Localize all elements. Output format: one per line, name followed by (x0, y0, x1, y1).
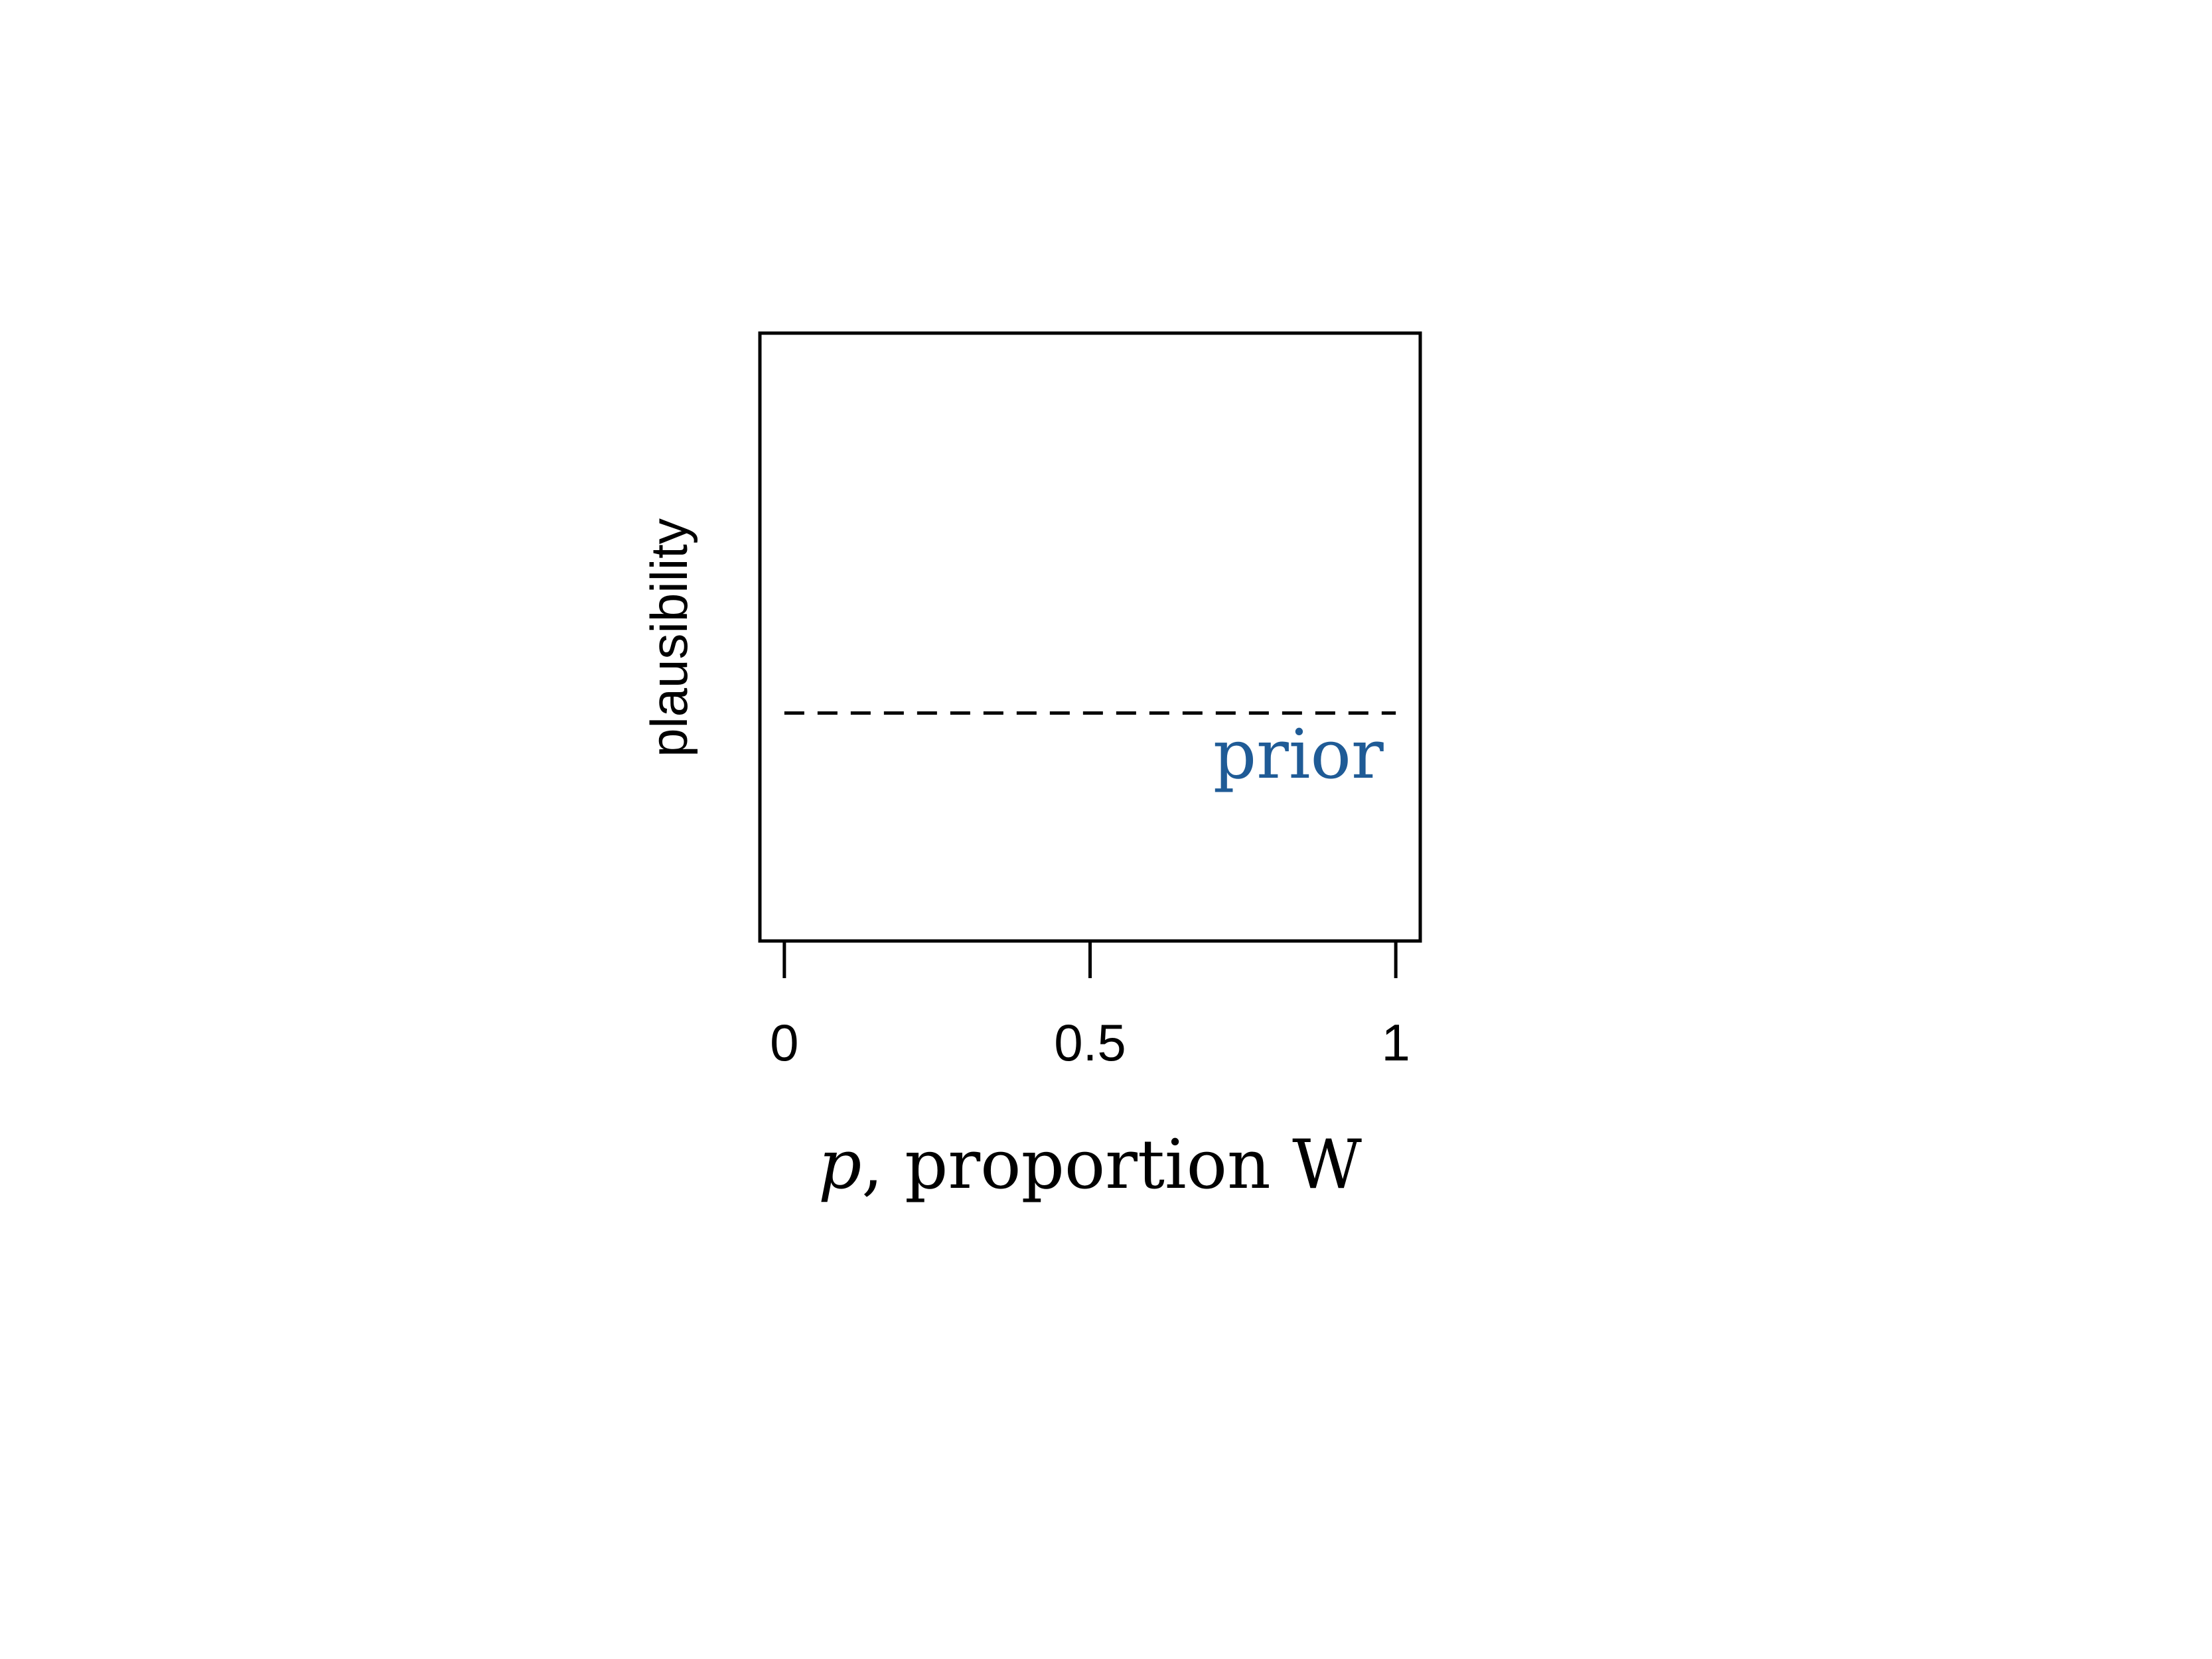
x-axis: 0 0.5 1 (770, 941, 1410, 1072)
x-axis-title-symbol: p (818, 1125, 861, 1204)
x-tick-label: 0 (770, 1013, 798, 1072)
x-tick-label: 1 (1381, 1013, 1410, 1072)
series-label-prior: prior (1213, 715, 1384, 794)
x-axis-title: p, proportion W (818, 1125, 1362, 1204)
annotation-layer: prior (1213, 715, 1384, 794)
x-axis-title-text: , proportion W (861, 1125, 1362, 1204)
plot-frame (758, 331, 1422, 943)
x-tick-label: 0.5 (1054, 1013, 1126, 1072)
y-axis-title: plausibility (640, 518, 698, 757)
